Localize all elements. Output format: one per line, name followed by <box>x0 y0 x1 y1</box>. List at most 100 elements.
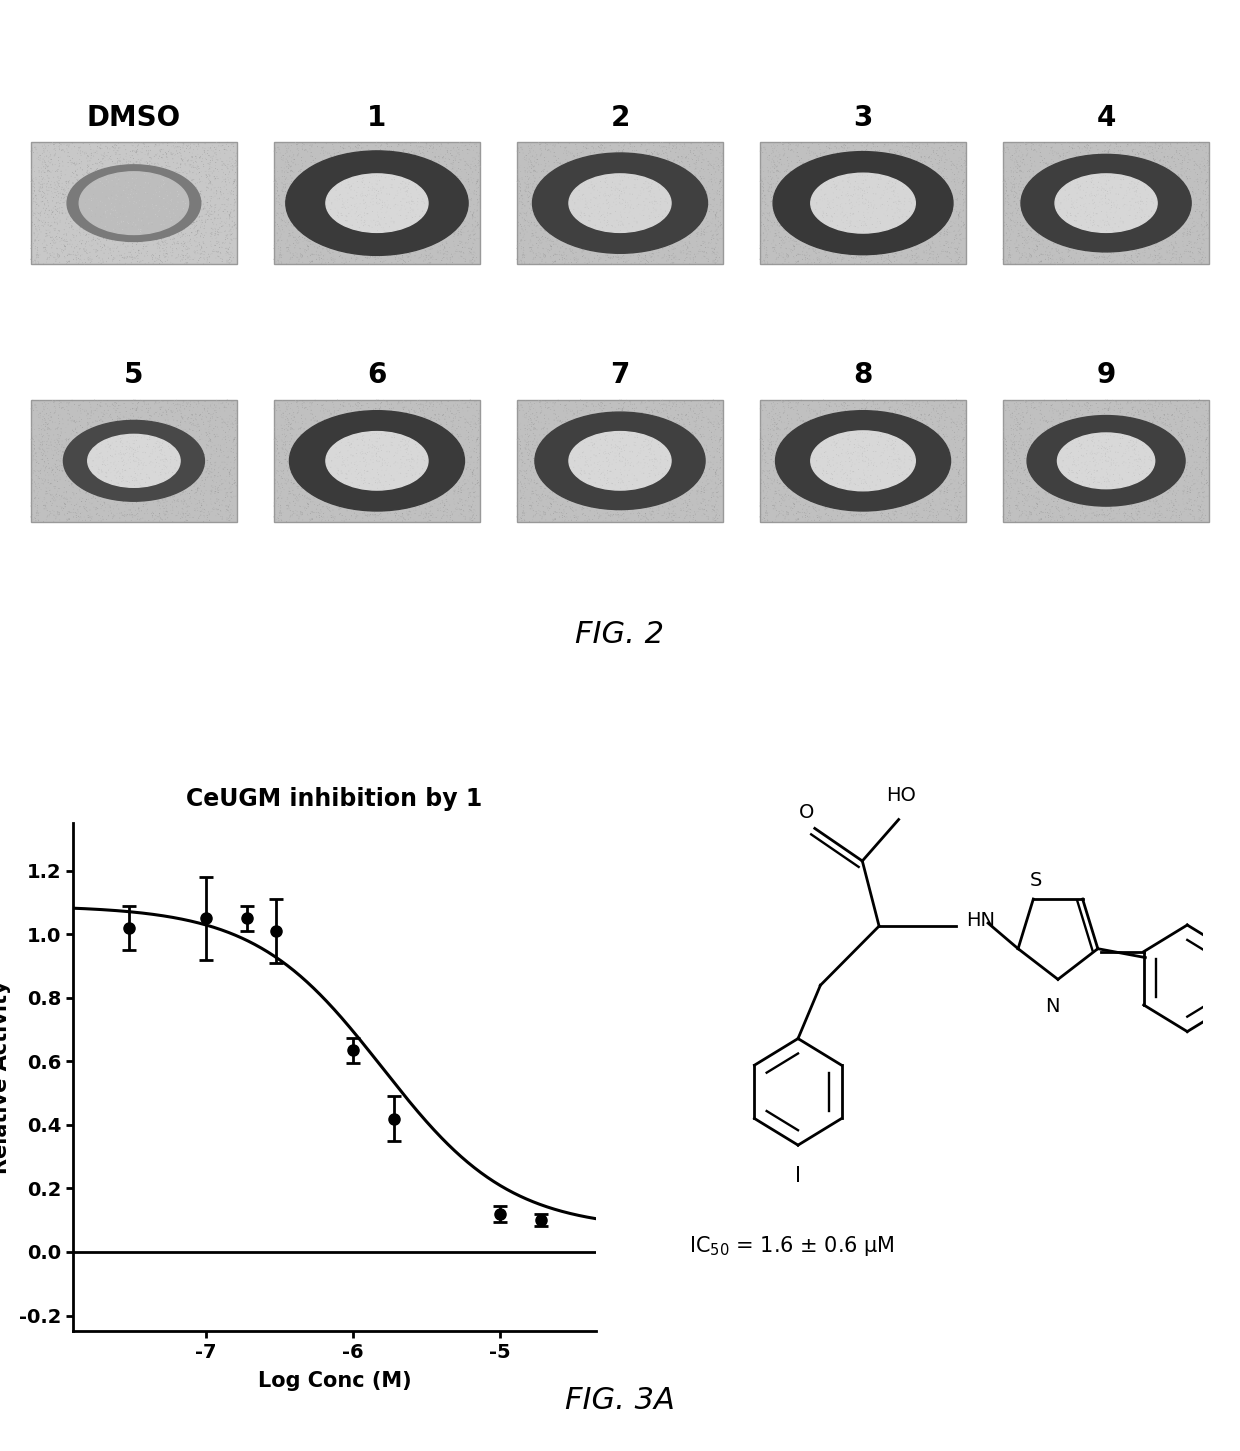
Point <box>807 183 827 206</box>
Point <box>895 440 915 463</box>
Point <box>269 194 289 218</box>
Point <box>997 178 1017 202</box>
Point <box>1074 183 1094 206</box>
Point <box>713 474 733 498</box>
Point <box>689 238 709 261</box>
Point <box>630 165 650 189</box>
Point <box>372 194 392 218</box>
Point <box>672 223 692 247</box>
Point <box>171 479 191 502</box>
Point <box>366 235 386 258</box>
Point <box>589 498 609 521</box>
Point <box>1122 498 1142 521</box>
Point <box>377 469 397 492</box>
Point <box>826 480 846 503</box>
Point <box>458 450 477 473</box>
Point <box>570 402 590 425</box>
Point <box>816 174 836 197</box>
Point <box>671 498 691 521</box>
Point <box>467 212 487 235</box>
Point <box>1167 223 1187 247</box>
Point <box>668 403 688 427</box>
Point <box>1004 411 1024 434</box>
Point <box>1116 429 1136 453</box>
Point <box>353 165 373 189</box>
Point <box>1105 483 1125 506</box>
Point <box>883 499 903 522</box>
Point <box>853 467 873 490</box>
Point <box>1027 177 1047 200</box>
Point <box>433 145 453 168</box>
Point <box>579 197 599 221</box>
Point <box>817 443 837 466</box>
Point <box>605 178 625 202</box>
Point <box>606 408 626 431</box>
Point <box>631 440 651 463</box>
Point <box>394 445 414 469</box>
Point <box>353 197 373 221</box>
Point <box>1184 248 1204 271</box>
Point <box>1007 237 1027 260</box>
Point <box>603 180 622 203</box>
Point <box>796 447 816 470</box>
Point <box>753 187 773 210</box>
Point <box>859 435 879 459</box>
Point <box>109 498 129 521</box>
Point <box>677 482 697 505</box>
Point <box>796 190 816 213</box>
Point <box>670 425 689 448</box>
Point <box>853 178 873 202</box>
Point <box>122 425 141 448</box>
Point <box>348 390 368 414</box>
Point <box>810 189 830 212</box>
Point <box>806 418 826 441</box>
Point <box>1168 164 1188 187</box>
Point <box>1001 503 1021 527</box>
Point <box>1162 170 1182 193</box>
Point <box>564 145 584 168</box>
Point <box>703 215 723 238</box>
Point <box>1030 200 1050 223</box>
Point <box>931 173 951 196</box>
Point <box>930 222 950 245</box>
Point <box>420 501 440 524</box>
Point <box>668 403 688 427</box>
Point <box>937 476 957 499</box>
Point <box>24 232 43 255</box>
Point <box>677 245 697 268</box>
Point <box>808 477 828 501</box>
Point <box>645 189 665 212</box>
Point <box>372 225 392 248</box>
Point <box>343 147 363 170</box>
Point <box>660 505 680 528</box>
Point <box>677 170 697 193</box>
Point <box>418 489 438 512</box>
Point <box>511 482 531 505</box>
Point <box>557 205 577 228</box>
Point <box>172 234 192 257</box>
Point <box>878 411 898 434</box>
Point <box>570 205 590 228</box>
Point <box>458 396 477 419</box>
Point <box>954 445 973 469</box>
Point <box>202 203 222 226</box>
Point <box>368 467 388 490</box>
Point <box>823 226 843 250</box>
Point <box>877 189 897 212</box>
Point <box>910 451 930 474</box>
Point <box>641 202 661 225</box>
Point <box>1158 135 1178 158</box>
Point <box>342 226 362 250</box>
Point <box>456 472 476 495</box>
Point <box>1195 132 1215 155</box>
Point <box>508 136 528 160</box>
Point <box>172 248 192 271</box>
Point <box>134 432 154 456</box>
Point <box>1035 248 1055 271</box>
Point <box>856 139 875 163</box>
Point <box>278 409 298 432</box>
Point <box>574 163 594 186</box>
Point <box>1131 472 1151 495</box>
Point <box>523 411 543 434</box>
Point <box>1032 133 1052 157</box>
